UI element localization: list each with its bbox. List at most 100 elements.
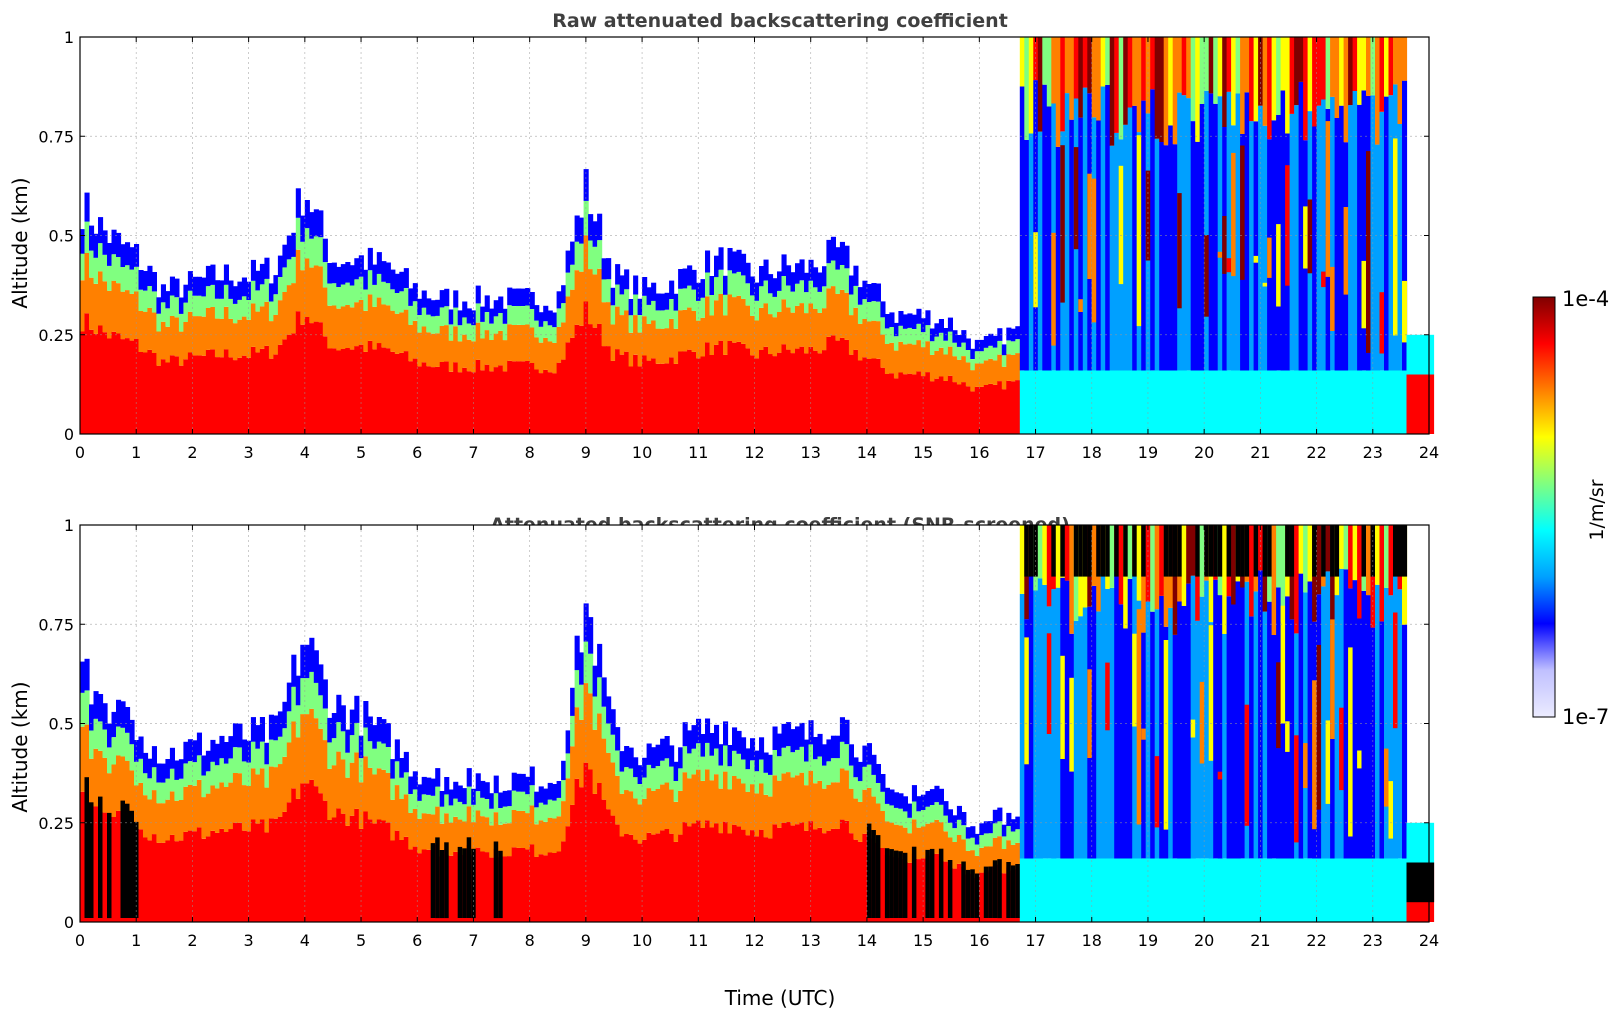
backscatter-cell [916,371,922,434]
backscatter-cell [1118,858,1124,922]
backscatter-cell [318,695,324,729]
backscatter-cell [795,775,801,825]
backscatter-cell [340,284,346,307]
backscatter-cell [979,339,985,352]
backscatter-cell [619,315,625,355]
backscatter-cell [1424,862,1430,903]
backscatter-cell [403,794,409,837]
backscatter-cell [507,305,513,325]
backscatter-cell [790,777,796,826]
backscatter-cell [480,851,486,922]
backscatter-cell [615,775,621,825]
backscatter-cell [628,366,634,434]
backscatter-cell [111,229,117,255]
backscatter-cell [246,762,252,786]
backscatter-cell [804,830,810,922]
backscatter-cell [417,818,423,854]
backscatter-cell [322,800,328,922]
backscatter-cell [1091,370,1097,434]
backscatter-cell [965,386,971,434]
backscatter-cell [1010,819,1016,832]
backscatter-cell [588,214,594,241]
backscatter-cell [839,741,845,769]
backscatter-cell [1357,370,1363,434]
backscatter-cell [1064,580,1070,859]
backscatter-cell [430,795,436,815]
backscatter-cell [592,327,598,434]
backscatter-cell [646,743,652,765]
backscatter-cell [808,259,814,281]
backscatter-cell [408,776,414,794]
backscatter-cell [399,777,405,799]
backscatter-cell [160,302,166,322]
backscatter-cell [143,795,149,838]
backscatter-cell [493,367,499,434]
backscatter-cell [763,794,769,838]
backscatter-cell [390,840,396,922]
backscatter-cell [898,825,904,858]
backscatter-cell [309,212,315,239]
backscatter-cell [750,738,756,761]
backscatter-cell [349,307,355,350]
backscatter-cell [417,800,423,819]
backscatter-cell [795,824,801,922]
backscatter-cell [1141,858,1147,922]
backscatter-cell [1078,616,1084,859]
backscatter-cell [1177,370,1183,434]
backscatter-cell [606,302,612,347]
backscatter-cell [992,335,998,348]
backscatter-cell [1240,370,1246,434]
backscatter-cell [660,760,666,785]
backscatter-cell [232,773,238,823]
backscatter-cell [1123,525,1129,629]
backscatter-cell [205,793,211,837]
backscatter-cell [920,332,926,348]
backscatter-cell [1186,583,1192,859]
backscatter-cell [1141,525,1147,577]
backscatter-cell [610,324,616,361]
backscatter-cell [1316,525,1322,595]
backscatter-cell [313,682,319,719]
backscatter-cell [205,286,211,308]
backscatter-cell [997,354,1003,382]
backscatter-cell [412,358,418,434]
backscatter-cell [327,283,333,306]
backscatter-cell [826,785,832,831]
backscatter-cell [1397,370,1403,434]
backscatter-cell [1204,580,1210,859]
backscatter-cell [817,828,823,922]
backscatter-cell [201,316,207,356]
backscatter-cell [1042,370,1048,434]
backscatter-cell [430,778,436,796]
x-tick-label: 13 [801,443,821,462]
backscatter-cell [835,782,841,829]
backscatter-cell [997,859,1003,919]
backscatter-cell [844,719,850,745]
backscatter-cell [1393,37,1399,85]
backscatter-cell [286,285,292,335]
backscatter-cell [664,328,670,364]
backscatter-cell [1051,525,1057,577]
backscatter-cell [565,826,571,922]
backscatter-cell [457,819,463,854]
backscatter-cell [705,296,711,343]
backscatter-cell [89,730,95,759]
backscatter-cell [138,352,144,434]
backscatter-cell [520,848,526,922]
backscatter-cell [138,736,144,759]
backscatter-cell [259,768,265,820]
backscatter-cell [80,661,86,693]
backscatter-cell [682,288,688,310]
backscatter-cell [732,776,738,825]
backscatter-cell [439,791,445,807]
backscatter-cell [857,287,863,305]
backscatter-cell [93,691,99,719]
backscatter-cell [237,299,243,320]
backscatter-cell [745,791,751,836]
backscatter-cell [228,782,234,830]
backscatter-cell [93,333,99,434]
backscatter-cell [1375,37,1381,145]
backscatter-cell [574,324,580,434]
backscatter-cell [484,852,490,922]
backscatter-cell [525,776,531,795]
